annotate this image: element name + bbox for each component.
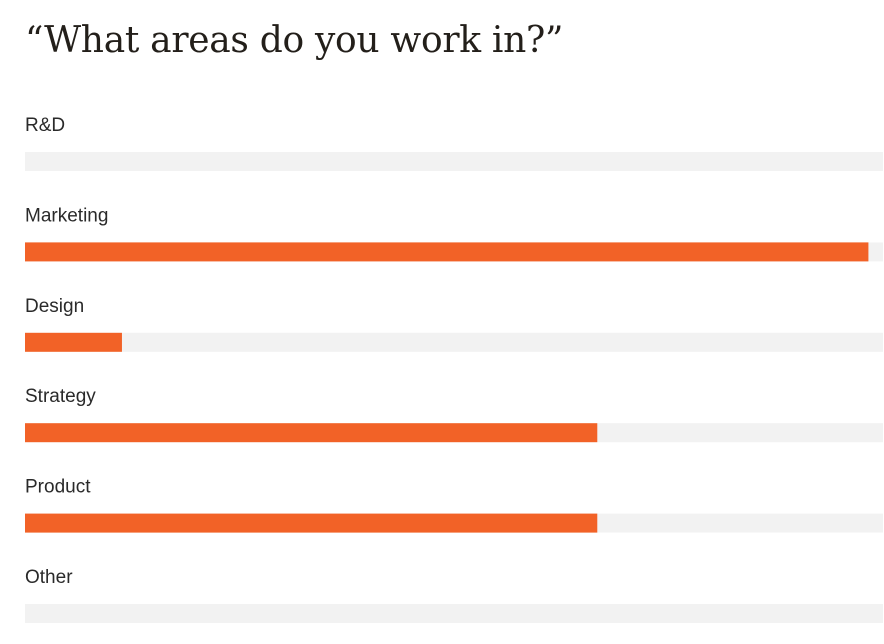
category-label: Strategy <box>25 386 96 407</box>
category-label: R&D <box>25 115 65 136</box>
bar-row-other: Other <box>25 567 883 623</box>
bar-fill-strategy <box>25 423 598 443</box>
category-label: Product <box>25 477 91 498</box>
bar-fill-product <box>25 513 598 533</box>
bar-track <box>25 604 883 623</box>
chart-title: “What areas do you work in?” <box>25 20 564 61</box>
bar-row-marketing: Marketing <box>25 205 883 262</box>
bar-row-design: Design <box>25 296 883 352</box>
bar-row-product: Product <box>25 477 883 533</box>
bar-row-strategy: Strategy <box>25 386 883 443</box>
category-label: Other <box>25 567 73 588</box>
bar-fill-design <box>25 332 122 352</box>
bar-row-r-d: R&D <box>25 115 883 171</box>
category-label: Design <box>25 296 84 317</box>
bar-fill-marketing <box>25 242 869 262</box>
bar-track <box>25 332 883 352</box>
bar-track <box>25 152 883 171</box>
category-label: Marketing <box>25 205 108 226</box>
